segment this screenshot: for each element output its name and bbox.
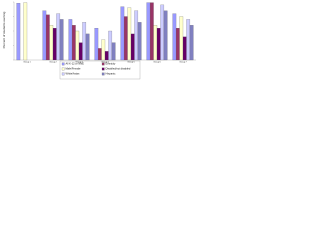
legend-label: White/Asian <box>66 72 80 76</box>
bar <box>179 16 184 61</box>
legend-label: Ethnicity <box>106 62 117 66</box>
bar <box>101 39 106 61</box>
bar <box>153 25 158 61</box>
bar <box>85 33 90 61</box>
bar <box>182 36 187 61</box>
bar <box>137 22 142 61</box>
bar <box>82 22 87 61</box>
bar <box>108 30 113 61</box>
bar <box>59 19 64 61</box>
bar <box>68 19 73 61</box>
bar <box>120 6 125 61</box>
bar <box>160 4 165 61</box>
x-tick-label: Group 2 <box>49 62 57 64</box>
bar <box>78 42 83 61</box>
bar <box>172 13 177 61</box>
legend-label: Hispanic <box>106 72 117 76</box>
bar <box>75 30 80 61</box>
bar <box>130 33 135 61</box>
bar <box>156 28 161 61</box>
bar <box>149 2 154 61</box>
x-tick-label: Group 5 <box>127 62 135 64</box>
bar <box>52 28 57 61</box>
legend-swatch <box>61 62 65 66</box>
legend-label: Male/Female <box>66 67 82 71</box>
bar <box>189 25 194 61</box>
x-tick-label: Group 7 <box>179 62 187 64</box>
bar <box>71 25 76 61</box>
x-tick-label: Group 6 <box>153 62 161 64</box>
legend-swatch <box>61 72 65 76</box>
bar <box>49 25 54 61</box>
bar <box>104 51 109 61</box>
x-tick-label: Group 1 <box>23 62 31 64</box>
legend-box <box>59 60 141 80</box>
bar <box>94 28 99 61</box>
bar <box>134 10 139 61</box>
x-tick-label: Group 3 <box>75 62 83 64</box>
bar <box>45 14 50 61</box>
legend-swatch <box>101 67 105 71</box>
bar <box>42 10 47 61</box>
legend-swatch <box>101 72 105 76</box>
legend-label: Disabled/not disabled <box>106 67 131 71</box>
legend-swatch <box>61 67 65 71</box>
bar <box>111 42 116 61</box>
bar <box>123 16 128 61</box>
bar <box>127 7 132 61</box>
bar <box>146 2 151 61</box>
bar <box>163 10 168 61</box>
bar <box>186 19 191 61</box>
bar <box>56 13 61 61</box>
x-tick-label: Group 4 <box>101 62 109 64</box>
legend-swatch <box>101 62 105 66</box>
y-axis-label: Percent of students earning <box>2 11 6 48</box>
legend-label: All K-12 or NNE <box>66 62 85 66</box>
bar <box>175 28 180 61</box>
bar <box>97 48 102 61</box>
bar <box>16 3 21 61</box>
bar <box>23 2 28 61</box>
chart: Percent of students earning Group 1 Group… <box>2 1 196 80</box>
